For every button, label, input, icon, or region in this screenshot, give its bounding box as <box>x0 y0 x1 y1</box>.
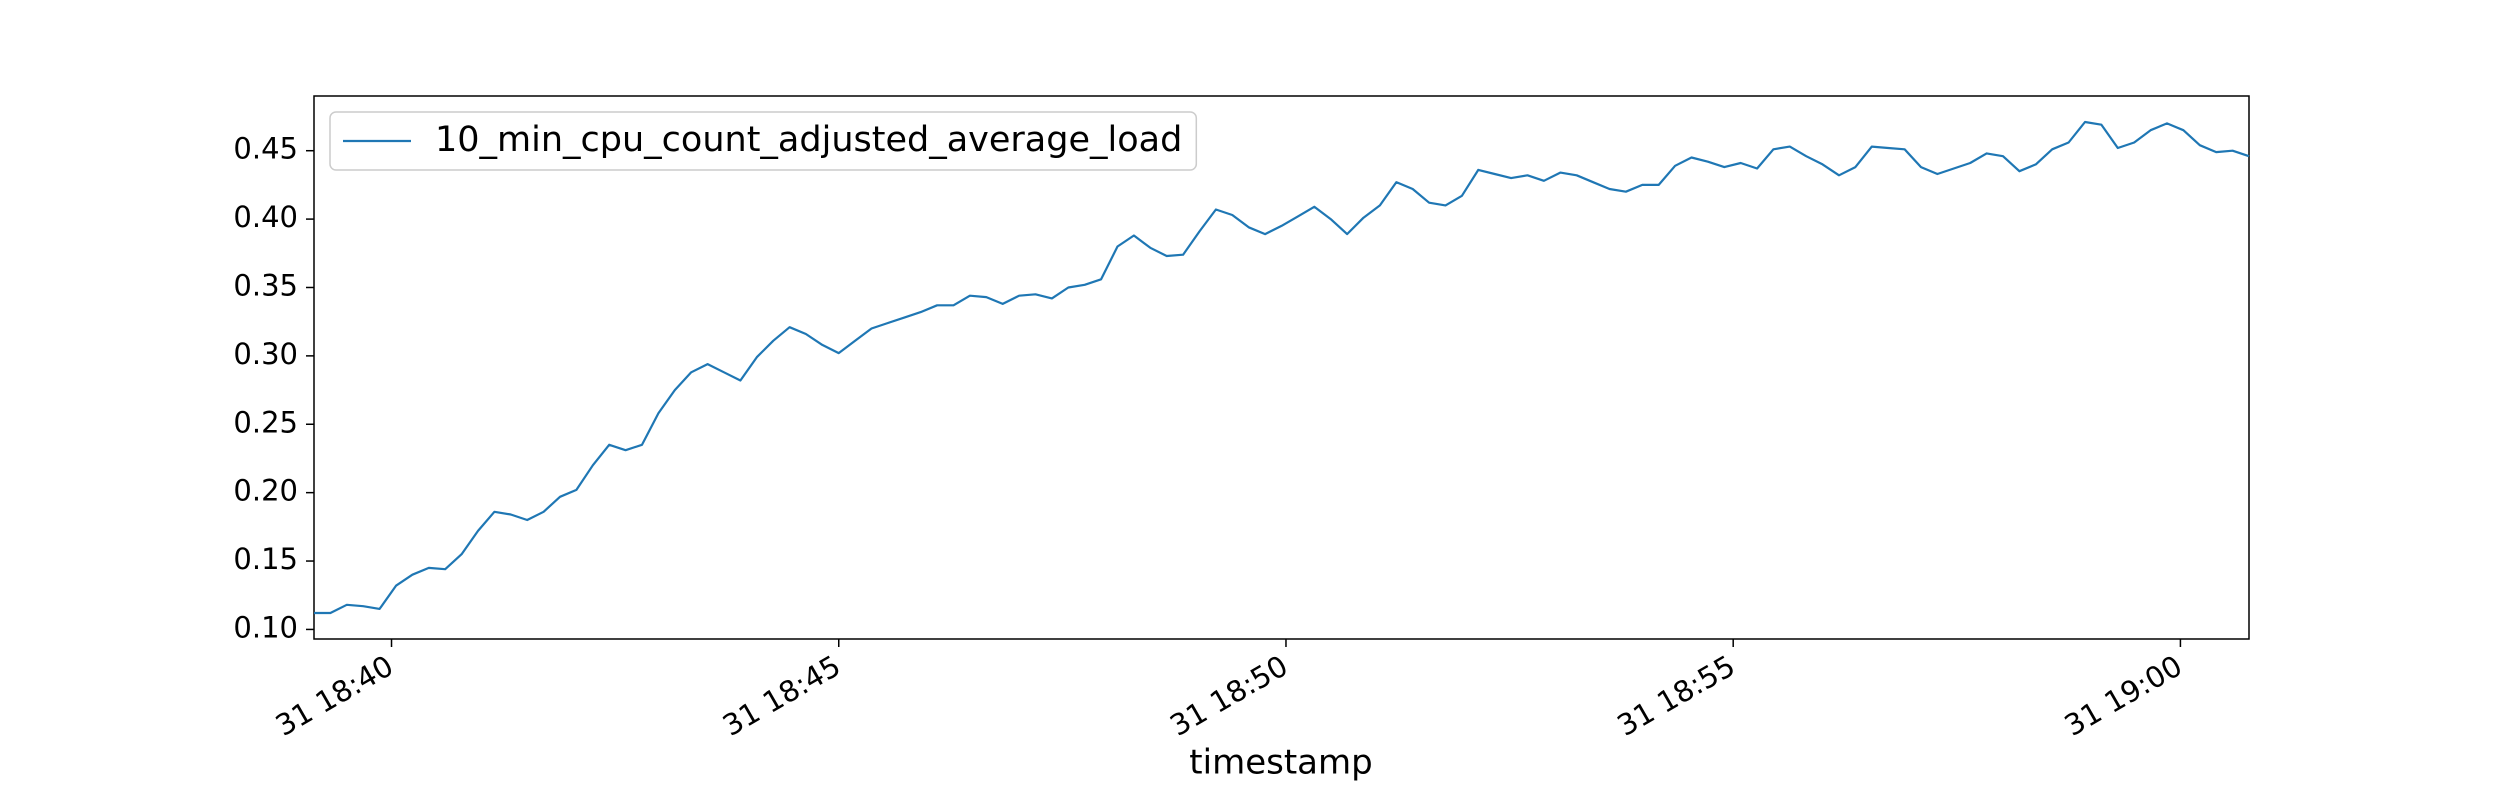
plot-frame <box>313 95 2250 640</box>
y-tick-label: 0.40 <box>233 200 298 234</box>
y-tick-label: 0.35 <box>233 268 298 302</box>
legend-label: 10_min_cpu_count_adjusted_average_load <box>435 120 1182 160</box>
data-line <box>314 120 2250 615</box>
x-axis-label: timestamp <box>1189 743 1372 783</box>
x-tick-label: 31 18:50 <box>1164 649 1293 743</box>
y-tick-label: 0.45 <box>233 132 298 166</box>
y-tick-label: 0.15 <box>233 542 298 576</box>
x-tick-label: 31 18:40 <box>270 649 399 743</box>
y-tick-label: 0.20 <box>233 474 298 508</box>
legend: 10_min_cpu_count_adjusted_average_load <box>329 111 1198 171</box>
y-tick-label: 0.30 <box>233 337 298 371</box>
x-tick-label: 31 18:45 <box>717 649 846 743</box>
y-tick-label: 0.25 <box>233 405 298 439</box>
legend-box <box>329 111 1198 171</box>
x-tick-label: 31 18:55 <box>1611 649 1740 743</box>
y-tick-label: 0.10 <box>233 610 298 644</box>
x-tick-label: 31 19:00 <box>2059 649 2188 743</box>
